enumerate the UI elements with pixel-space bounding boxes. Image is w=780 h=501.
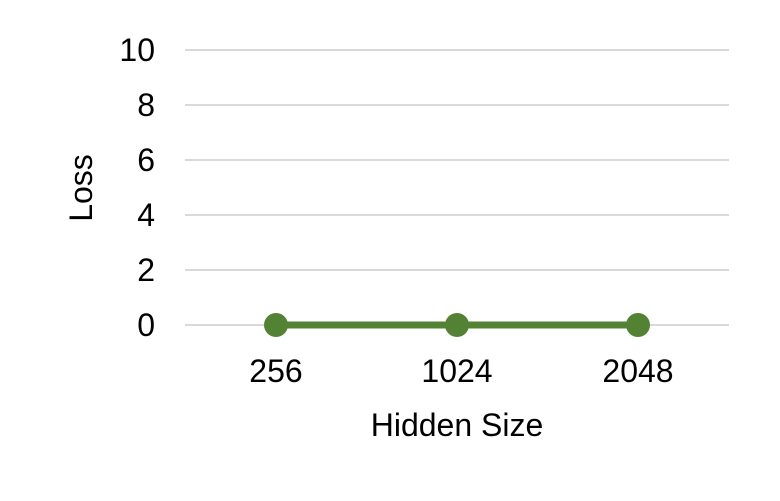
x-tick-label-256: 256	[249, 353, 302, 389]
y-tick-label-6: 6	[137, 142, 155, 178]
y-tick-label-10: 10	[119, 32, 155, 68]
series-layer	[264, 313, 650, 337]
y-tick-label-4: 4	[137, 197, 155, 233]
y-axis-title: Loss	[63, 154, 99, 222]
x-axis-title: Hidden Size	[371, 407, 544, 443]
y-tick-label-8: 8	[137, 87, 155, 123]
gridlines	[185, 49, 729, 326]
x-tick-label-1024: 1024	[421, 353, 492, 389]
data-point-2048	[626, 313, 650, 337]
y-tick-label-2: 2	[137, 252, 155, 288]
data-point-256	[264, 313, 288, 337]
y-tick-label-0: 0	[137, 307, 155, 343]
y-axis-ticks: 0 2 4 6 8 10	[119, 32, 155, 343]
x-tick-label-2048: 2048	[602, 353, 673, 389]
x-axis-ticks: 256 1024 2048	[249, 353, 673, 389]
data-point-1024	[445, 313, 469, 337]
